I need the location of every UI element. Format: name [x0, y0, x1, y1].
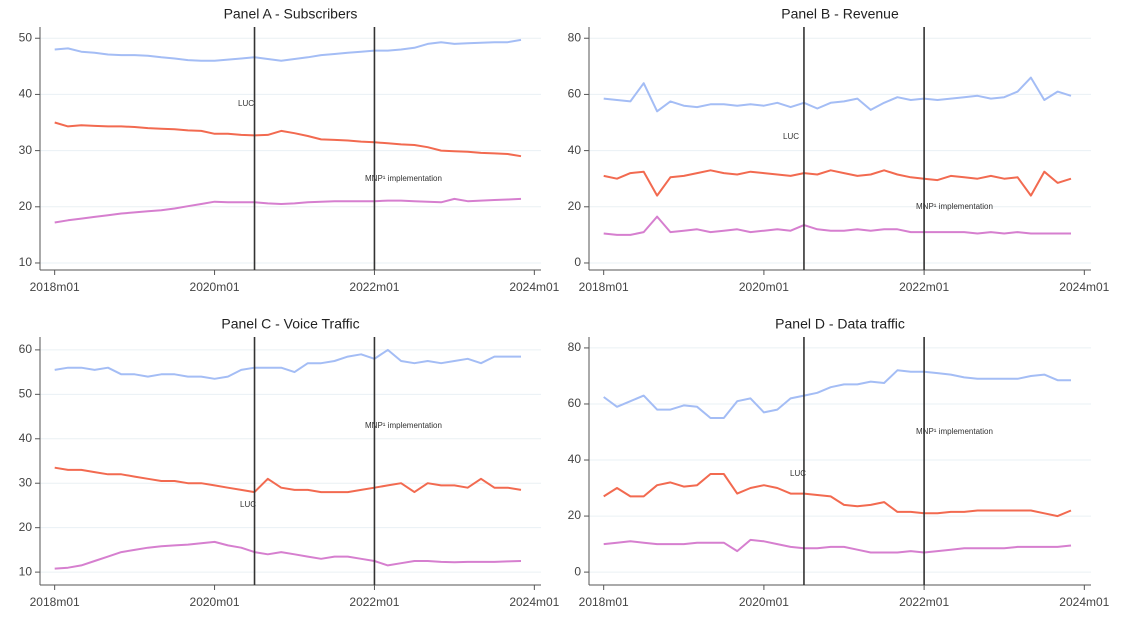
x-tick-label: 2022m01 [349, 595, 399, 609]
x-tick-label: 2018m01 [30, 280, 80, 294]
y-tick-label: 10 [19, 564, 33, 578]
series-line [603, 215, 1071, 236]
y-tick-label: 20 [568, 508, 582, 522]
series-line [54, 466, 522, 494]
y-tick-label: 80 [568, 30, 582, 44]
x-tick-label: 2018m01 [579, 280, 629, 294]
x-tick-label: 2022m01 [349, 280, 399, 294]
panel-title: Panel D - Data traffic [775, 316, 905, 332]
x-tick-label: 2020m01 [190, 280, 240, 294]
panel-title: Panel B - Revenue [781, 6, 899, 22]
y-tick-label: 50 [19, 30, 33, 44]
y-tick-label: 60 [568, 87, 582, 101]
event-label: LUC [790, 469, 806, 478]
series-line [603, 538, 1072, 554]
x-tick-label: 2022m01 [899, 595, 949, 609]
x-tick-label: 2024m01 [1059, 595, 1109, 609]
y-tick-label: 50 [19, 387, 33, 401]
event-label: MNP¹ implementation [916, 427, 993, 436]
y-tick-label: 0 [574, 564, 581, 578]
event-label: LUC [240, 500, 256, 509]
series-line [603, 169, 1072, 197]
series-line [603, 76, 1072, 113]
x-tick-label: 2020m01 [739, 595, 789, 609]
y-tick-label: 0 [574, 255, 581, 269]
x-tick-label: 2018m01 [579, 595, 629, 609]
event-label: LUC [238, 99, 254, 108]
x-tick-label: 2024m01 [509, 280, 559, 294]
x-tick-label: 2020m01 [190, 595, 240, 609]
x-tick-label: 2024m01 [509, 595, 559, 609]
y-tick-label: 10 [19, 255, 33, 269]
x-tick-label: 2024m01 [1059, 280, 1109, 294]
series-line [54, 38, 522, 62]
x-tick-label: 2020m01 [739, 280, 789, 294]
y-tick-label: 30 [19, 143, 33, 157]
y-tick-label: 60 [19, 342, 33, 356]
x-tick-label: 2022m01 [899, 280, 949, 294]
y-tick-label: 30 [19, 475, 33, 489]
series-line [54, 348, 521, 380]
y-tick-label: 40 [568, 452, 582, 466]
event-label: MNP¹ implementation [916, 202, 993, 211]
y-tick-label: 20 [568, 199, 582, 213]
panel-title: Panel A - Subscribers [224, 6, 358, 22]
y-tick-label: 40 [19, 431, 33, 445]
event-label: LUC [783, 132, 799, 141]
y-tick-label: 20 [19, 199, 33, 213]
series-line [54, 540, 522, 570]
y-tick-label: 40 [568, 143, 582, 157]
y-tick-label: 80 [568, 340, 582, 354]
y-tick-label: 60 [568, 396, 582, 410]
series-line [603, 473, 1072, 518]
y-tick-label: 20 [19, 520, 33, 534]
series-line [603, 369, 1071, 419]
series-line [54, 121, 522, 158]
series-line [54, 197, 522, 224]
x-tick-label: 2018m01 [30, 595, 80, 609]
panel-title: Panel C - Voice Traffic [221, 316, 359, 332]
event-label: MNP¹ implementation [365, 174, 442, 183]
event-label: MNP¹ implementation [365, 421, 442, 430]
y-tick-label: 40 [19, 87, 33, 101]
